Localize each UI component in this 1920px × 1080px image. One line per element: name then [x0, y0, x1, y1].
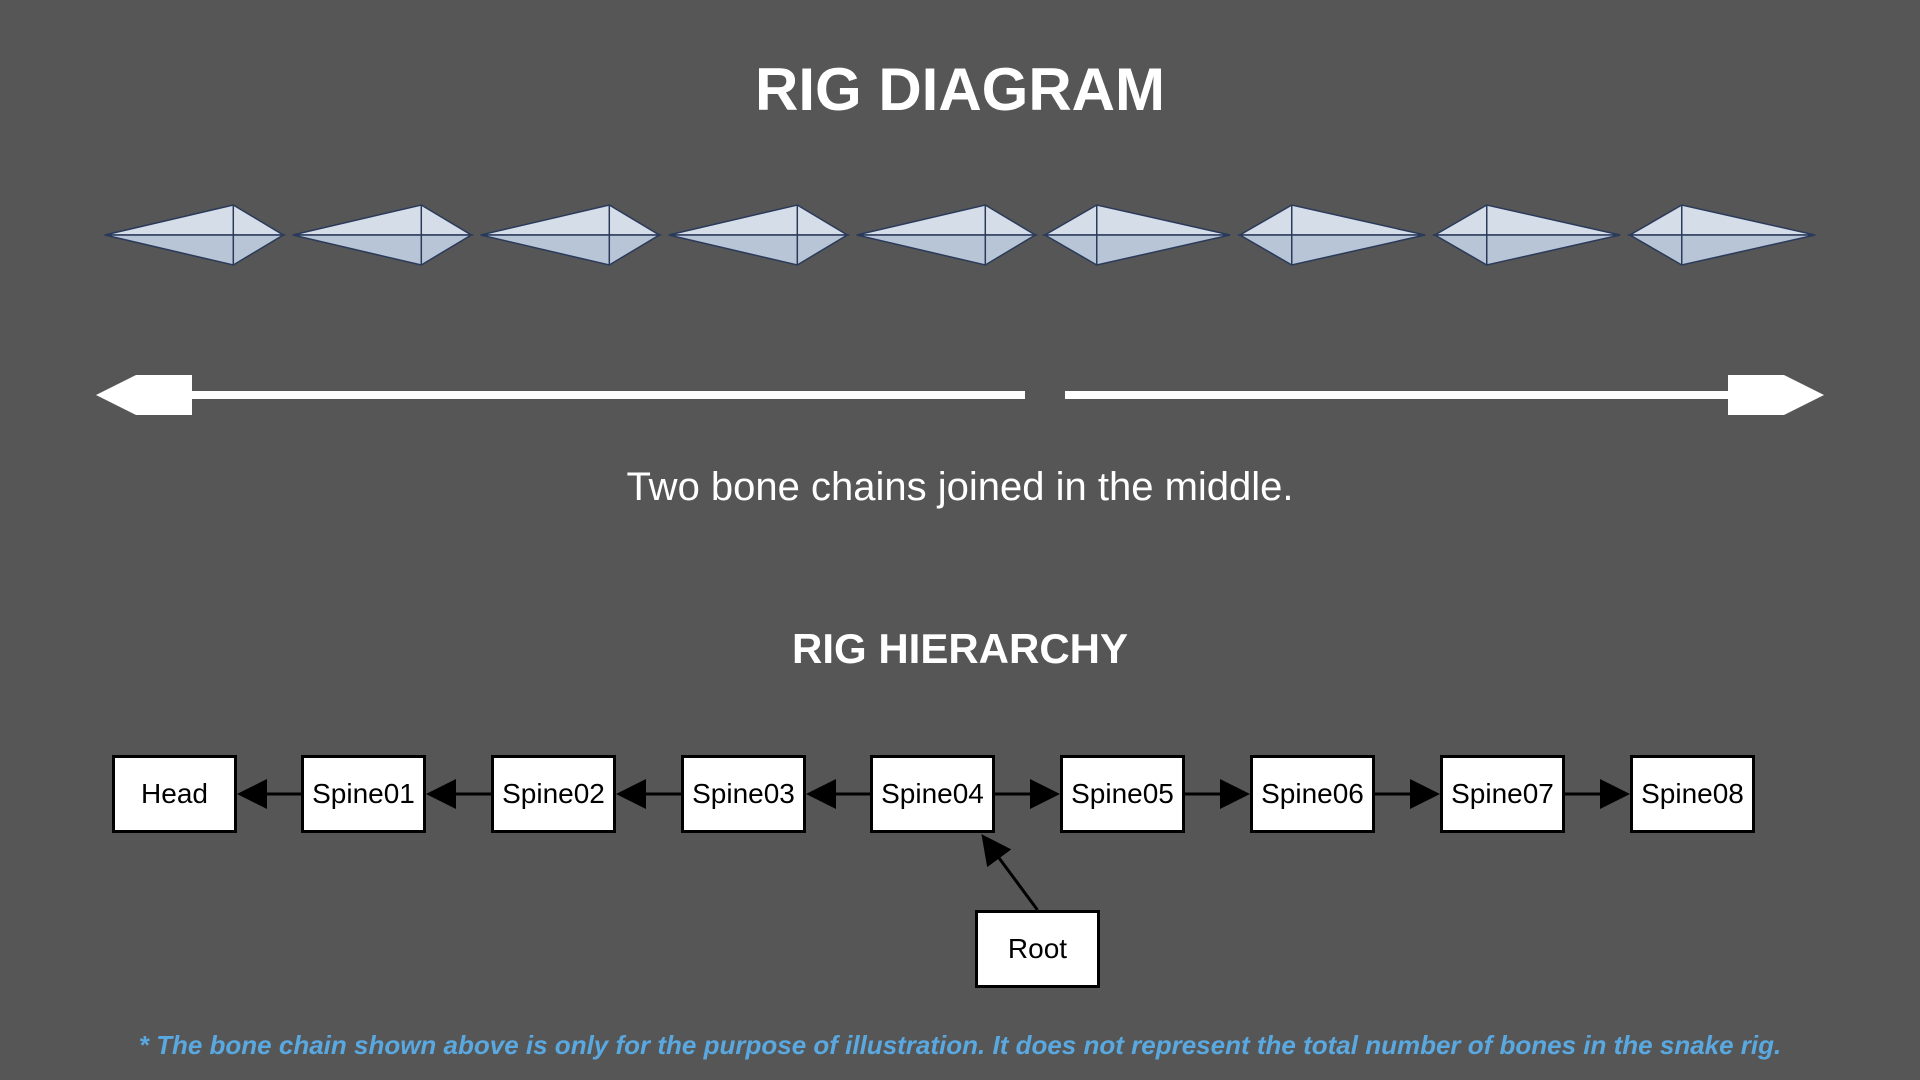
hierarchy-node-spine05: Spine05	[1060, 755, 1185, 833]
hierarchy-node-spine02: Spine02	[491, 755, 616, 833]
hierarchy-node-spine04: Spine04	[870, 755, 995, 833]
hierarchy-node-spine08: Spine08	[1630, 755, 1755, 833]
hierarchy-node-root: Root	[975, 910, 1100, 988]
footnote-text: * The bone chain shown above is only for…	[0, 1030, 1920, 1061]
hierarchy-node-head: Head	[112, 755, 237, 833]
hierarchy-node-spine07: Spine07	[1440, 755, 1565, 833]
hierarchy-node-spine06: Spine06	[1250, 755, 1375, 833]
hierarchy-node-spine03: Spine03	[681, 755, 806, 833]
hierarchy-edges	[0, 0, 1920, 1080]
hierarchy-node-spine01: Spine01	[301, 755, 426, 833]
